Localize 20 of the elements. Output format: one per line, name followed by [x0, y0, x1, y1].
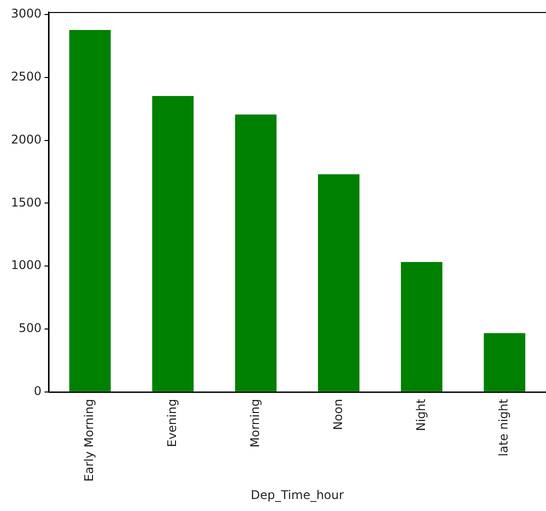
y-tick-label: 0	[34, 384, 42, 398]
bar	[69, 30, 111, 392]
bar	[235, 114, 277, 392]
x-axis-title: Dep_Time_hour	[250, 488, 344, 502]
bar	[318, 174, 360, 392]
bar	[484, 333, 526, 392]
y-tick-label: 3000	[10, 6, 42, 21]
x-tick-label: late night	[496, 398, 511, 456]
x-tick-label: Evening	[165, 398, 180, 448]
y-tick-label: 2000	[10, 132, 42, 146]
y-tick-label: 2500	[10, 70, 42, 84]
y-tick-label: 1500	[10, 195, 42, 210]
bar	[152, 96, 194, 392]
y-tick-label: 1000	[10, 258, 42, 272]
bar	[400, 262, 442, 392]
x-tick-label: Morning	[248, 398, 262, 448]
y-tick-label: 500	[18, 321, 42, 336]
x-tick-label: Night	[414, 398, 428, 432]
x-tick-label: Noon	[330, 398, 345, 430]
x-tick-label: Early Morning	[82, 398, 96, 482]
